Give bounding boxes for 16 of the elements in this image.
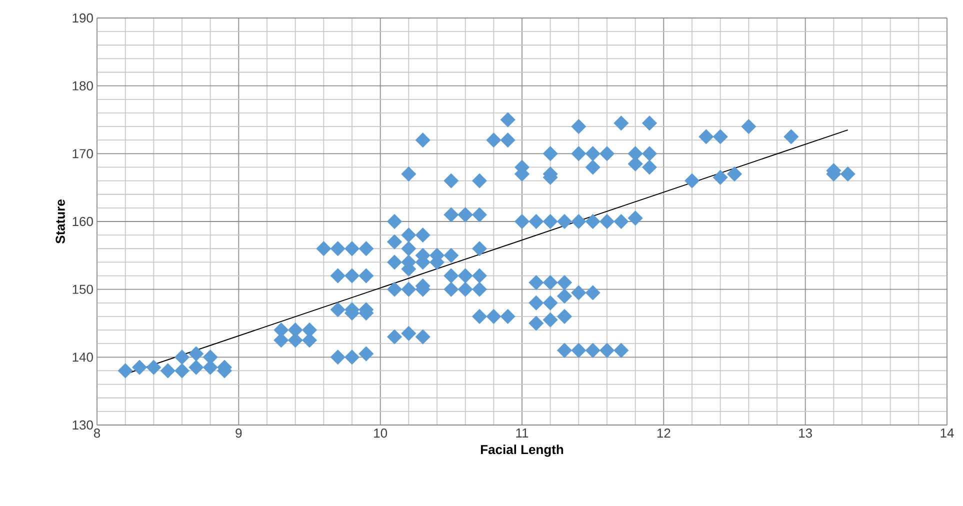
x-tick-label: 8 bbox=[94, 428, 100, 438]
x-tick-label: 11 bbox=[516, 428, 528, 438]
y-tick-label: 170 bbox=[72, 149, 93, 158]
x-tick-label: 10 bbox=[374, 428, 388, 438]
y-tick-label: 140 bbox=[72, 352, 93, 362]
x-tick-label: 13 bbox=[799, 428, 812, 438]
y-tick-label: 150 bbox=[72, 284, 93, 294]
y-tick-label: 160 bbox=[72, 216, 93, 226]
x-tick-label: 12 bbox=[657, 428, 670, 438]
y-tick-label: 130 bbox=[72, 420, 93, 430]
x-tick-label: 9 bbox=[236, 428, 242, 438]
y-tick-label: 190 bbox=[72, 13, 93, 23]
y-axis-title: Stature bbox=[56, 200, 65, 244]
x-tick-label: 14 bbox=[940, 428, 954, 438]
y-tick-label: 180 bbox=[72, 81, 93, 90]
x-axis-title: Facial Length bbox=[480, 444, 564, 457]
